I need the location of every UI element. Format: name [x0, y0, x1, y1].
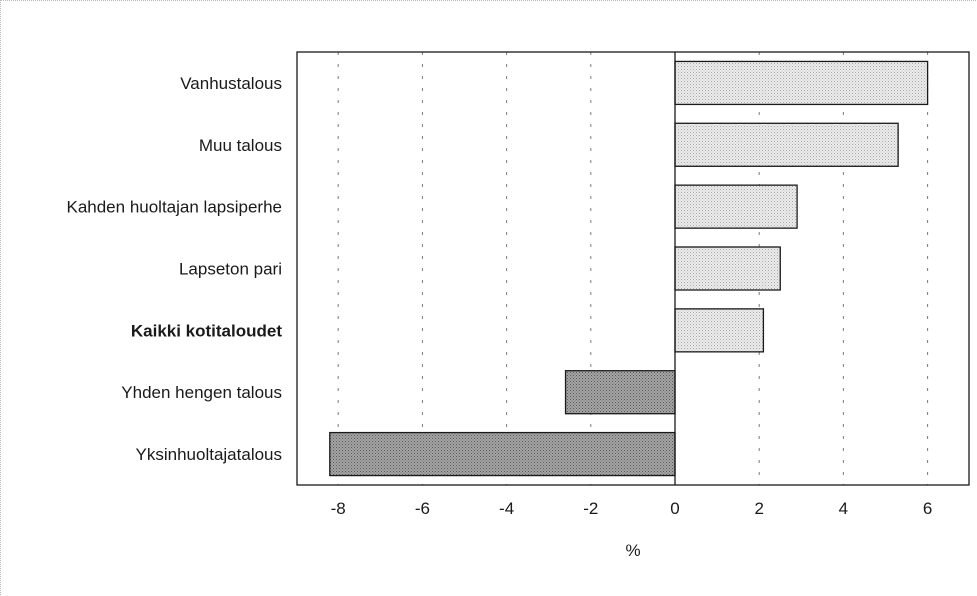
bar [674, 184, 798, 229]
category-label: Kaikki kotitaloudet [131, 321, 282, 340]
gridlines [337, 52, 929, 485]
bar [674, 122, 899, 167]
x-tick-label: 6 [923, 499, 932, 518]
bar [674, 60, 929, 106]
x-tick-label: -4 [499, 499, 514, 518]
x-tick-label: -2 [583, 499, 598, 518]
bar [674, 246, 781, 291]
x-tick-label: -8 [331, 499, 346, 518]
category-label: Yhden hengen talous [121, 383, 282, 402]
category-labels: Vanhustalous Muu talous Kahden huoltajan l… [66, 74, 282, 464]
category-label: Vanhustalous [180, 74, 282, 93]
x-axis-title: % [625, 541, 640, 560]
x-axis-ticks: -8 -6 -4 -2 0 2 4 6 [331, 499, 933, 518]
bar [329, 431, 676, 477]
x-tick-label: 4 [839, 499, 848, 518]
category-label: Lapseton pari [179, 260, 282, 279]
x-tick-label: 2 [754, 499, 763, 518]
bar [564, 370, 676, 415]
category-label: Kahden huoltajan lapsiperhe [66, 198, 282, 217]
bar [674, 308, 765, 353]
x-tick-label: 0 [670, 499, 679, 518]
bars [329, 60, 929, 477]
plot-area [296, 51, 970, 486]
category-label: Muu talous [199, 136, 282, 155]
x-tick-label: -6 [415, 499, 430, 518]
category-label: Yksinhuoltajatalous [136, 445, 282, 464]
